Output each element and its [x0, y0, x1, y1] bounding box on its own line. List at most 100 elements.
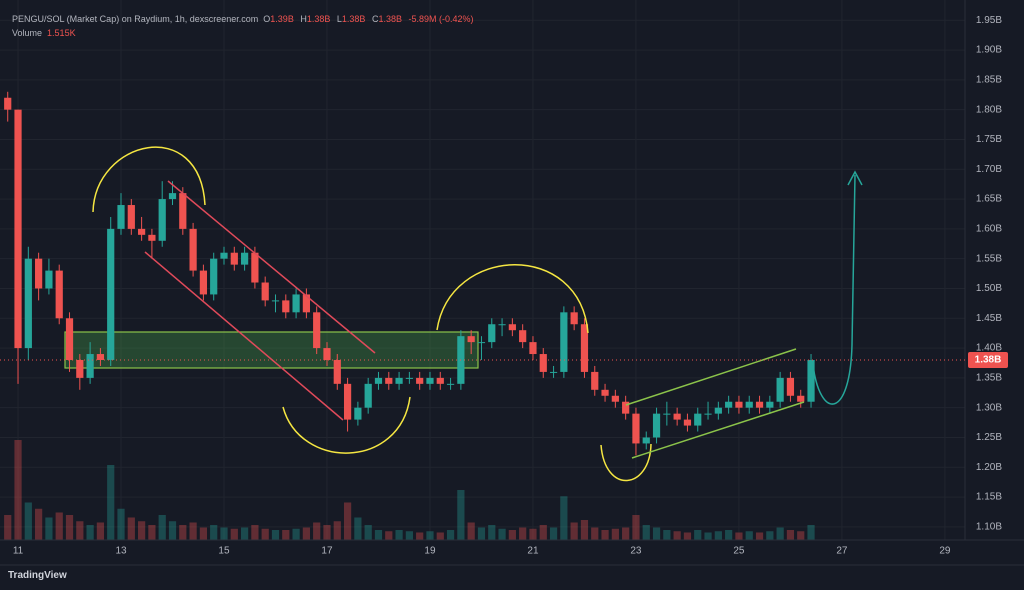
candle-body	[673, 413, 681, 420]
candle-body	[158, 199, 166, 241]
candle-body	[35, 258, 43, 289]
candle-body	[539, 354, 547, 372]
volume-bar	[168, 521, 177, 540]
header-line: PENGU/SOL (Market Cap) on Raydium, 1h, d…	[12, 12, 478, 26]
candle-body	[354, 407, 362, 420]
volume-bar	[446, 530, 455, 540]
candle-body	[477, 342, 486, 344]
candle-body	[189, 228, 197, 271]
candle-body	[549, 371, 558, 373]
legend-value: 1.38B	[378, 14, 402, 24]
arrow-head	[847, 170, 863, 186]
arc	[436, 264, 589, 334]
volume-bar	[560, 496, 568, 540]
volume-bar	[549, 527, 558, 540]
volume-bar	[477, 527, 486, 540]
volume-value: 1.515K	[47, 28, 76, 38]
candle-body	[488, 324, 496, 343]
candle-body	[508, 324, 516, 331]
volume-bar	[570, 522, 578, 540]
candle-body	[127, 205, 135, 229]
y-tick-label: 1.90B	[976, 45, 1002, 56]
volume-bar	[508, 530, 516, 540]
y-tick-label: 1.25B	[976, 432, 1002, 443]
x-tick-label: 13	[115, 546, 127, 557]
volume-bar	[395, 530, 403, 540]
x-tick-label: 27	[836, 546, 848, 557]
x-tick-label: 17	[321, 546, 333, 557]
candle-body	[611, 395, 619, 402]
candle-body	[766, 401, 774, 408]
candle-body	[560, 312, 568, 372]
brand[interactable]: TradingView	[8, 570, 67, 581]
arc	[600, 443, 652, 482]
last-price-label: 1.38B	[975, 355, 1002, 366]
candle-body	[446, 383, 455, 385]
volume-bar	[467, 522, 475, 540]
candle-body	[714, 407, 722, 414]
volume-bar	[55, 512, 63, 540]
candle-body	[168, 193, 177, 200]
x-tick-label: 21	[527, 546, 539, 557]
candle-body	[807, 360, 815, 402]
volume-bar	[539, 525, 547, 540]
volume-bar	[199, 527, 208, 540]
arc	[92, 146, 206, 213]
volume-bar	[714, 531, 722, 540]
candle-body	[776, 377, 784, 402]
volume-bar	[405, 531, 413, 540]
volume-bar	[673, 531, 681, 540]
candle-body	[416, 377, 424, 384]
volume-bar	[96, 522, 105, 540]
y-tick-label: 1.60B	[976, 224, 1002, 235]
legend-label: L	[336, 14, 342, 24]
candle-body	[694, 413, 702, 426]
candle-body	[591, 371, 599, 390]
arrow	[812, 174, 856, 405]
volume-bar	[601, 530, 609, 540]
y-tick-label: 1.65B	[976, 194, 1002, 205]
volume-bar	[611, 528, 619, 540]
volume-bar	[694, 530, 702, 540]
volume-bar	[251, 525, 259, 540]
volume-bar	[797, 531, 805, 540]
legend-change: -5.89M (-0.42%)	[408, 14, 474, 24]
volume-bar	[138, 521, 146, 540]
candle-body	[529, 342, 537, 355]
candle-body	[117, 205, 125, 229]
volume-bar	[189, 522, 197, 540]
candle-body	[683, 419, 692, 426]
legend-value: 1.39B	[270, 14, 294, 24]
x-tick-label: 15	[218, 546, 230, 557]
y-tick-label: 1.20B	[976, 462, 1002, 473]
candles	[4, 91, 815, 456]
candle-body	[663, 413, 671, 415]
candle-body	[323, 348, 331, 360]
candle-body	[519, 330, 527, 343]
volume-bar	[148, 525, 156, 540]
x-tick-label: 19	[424, 546, 436, 557]
volume-bar	[35, 508, 43, 540]
candle-body	[436, 377, 444, 384]
candle-body	[220, 252, 228, 259]
candle-body	[632, 413, 640, 444]
candle-body	[45, 270, 53, 289]
candle-body	[498, 324, 506, 326]
candle-body	[755, 401, 764, 408]
candle-body	[467, 336, 475, 343]
candle-body	[786, 377, 795, 396]
candle-body	[24, 258, 32, 349]
volume-bar	[426, 531, 434, 540]
volume-bar	[271, 530, 280, 540]
candle-body	[395, 377, 403, 384]
volume-bar	[230, 528, 238, 540]
candle-body	[14, 109, 22, 349]
candle-body	[622, 401, 630, 414]
volume-bar	[766, 531, 774, 540]
x-tick-label: 11	[13, 546, 24, 557]
volume-bar	[333, 521, 341, 540]
candle-body	[251, 252, 259, 283]
volume-bar	[457, 490, 465, 540]
